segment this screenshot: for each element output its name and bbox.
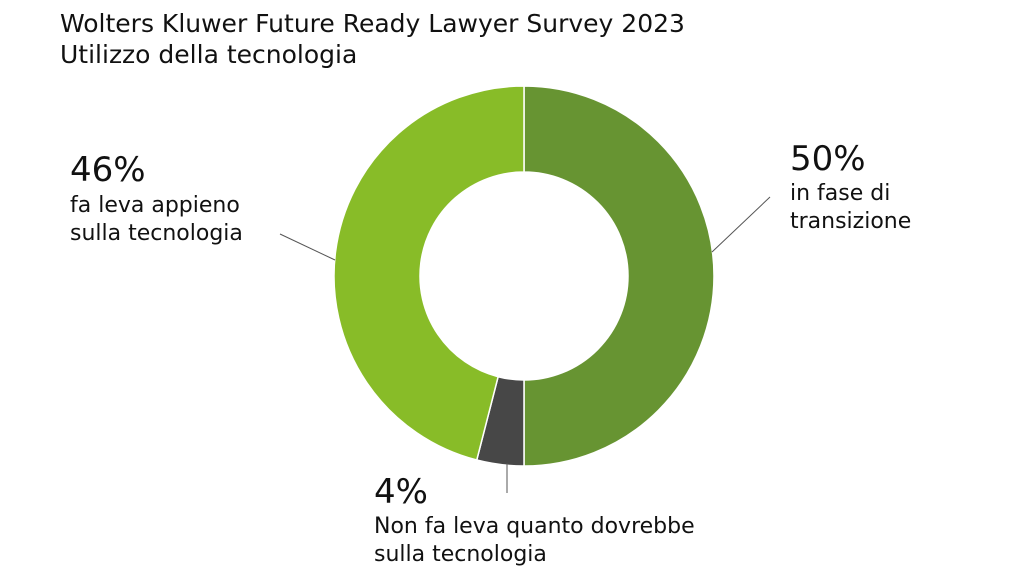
slice-description-2-1: sulla tecnologia: [70, 221, 243, 246]
slice-description-2-0: fa leva appieno: [70, 193, 240, 218]
slice-percent-label-0: 50%: [790, 139, 866, 179]
slice-description-0-0: in fase di: [790, 181, 890, 206]
slice-description-0-1: transizione: [790, 209, 911, 234]
slice-percent-label-2: 46%: [70, 150, 146, 190]
leader-line-0: [711, 196, 771, 253]
slice-percent-label-1: 4%: [374, 472, 428, 512]
chart-title-block: Wolters Kluwer Future Ready Lawyer Surve…: [60, 8, 685, 70]
leader-line-2: [279, 233, 336, 261]
donut-slices: [333, 85, 715, 467]
chart-subtitle: Utilizzo della tecnologia: [60, 40, 358, 69]
slice-description-1-1: sulla tecnologia: [374, 542, 547, 567]
donut-slice-2: [333, 85, 525, 461]
slice-description-1-0: Non fa leva quanto dovrebbe: [374, 514, 695, 539]
chart-title: Wolters Kluwer Future Ready Lawyer Surve…: [60, 9, 685, 38]
donut-slice-0: [523, 85, 715, 467]
donut-labels: 50%in fase di transizione 4%Non fa leva qu…: [70, 139, 911, 567]
